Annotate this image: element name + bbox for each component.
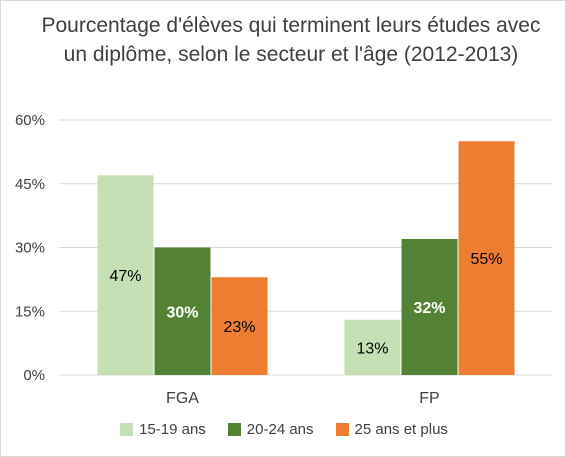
y-tick-label: 30% <box>15 240 45 257</box>
data-label: 23% <box>223 319 255 336</box>
legend-item: 25 ans et plus <box>335 421 448 438</box>
bar <box>154 247 211 375</box>
legend-swatch <box>335 423 349 436</box>
x-category-label: FGA <box>166 390 199 407</box>
legend-item: 15-19 ans <box>120 421 206 438</box>
legend-label: 25 ans et plus <box>354 421 448 438</box>
bar <box>211 277 268 375</box>
legend-label: 20-24 ans <box>246 421 314 438</box>
y-tick-label: 45% <box>15 176 45 193</box>
bar <box>401 239 458 375</box>
legend-swatch <box>120 423 134 436</box>
x-category-label: FP <box>419 390 439 407</box>
data-label: 47% <box>109 268 141 285</box>
data-label: 55% <box>470 251 502 268</box>
chart-plot-area: 0% 15% 30% 45% 60% 47% 30% 23% FGA 13% 32% 55% FP <box>15 112 553 407</box>
data-label: 30% <box>166 304 198 321</box>
data-label: 13% <box>356 340 388 357</box>
legend-swatch <box>227 423 241 436</box>
chart-legend: 15-19 ans 20-24 ans 25 ans et plus <box>1 421 566 438</box>
legend-label: 15-19 ans <box>139 421 206 438</box>
bar <box>97 175 154 375</box>
legend-item: 20-24 ans <box>227 421 314 438</box>
chart-title: Pourcentage d'élèves qui terminent leurs… <box>41 14 541 66</box>
data-label: 32% <box>413 300 445 317</box>
y-tick-label: 60% <box>15 112 45 129</box>
bar <box>458 141 515 375</box>
bar <box>344 319 401 375</box>
y-tick-label: 0% <box>23 367 45 384</box>
y-tick-label: 15% <box>15 303 45 320</box>
